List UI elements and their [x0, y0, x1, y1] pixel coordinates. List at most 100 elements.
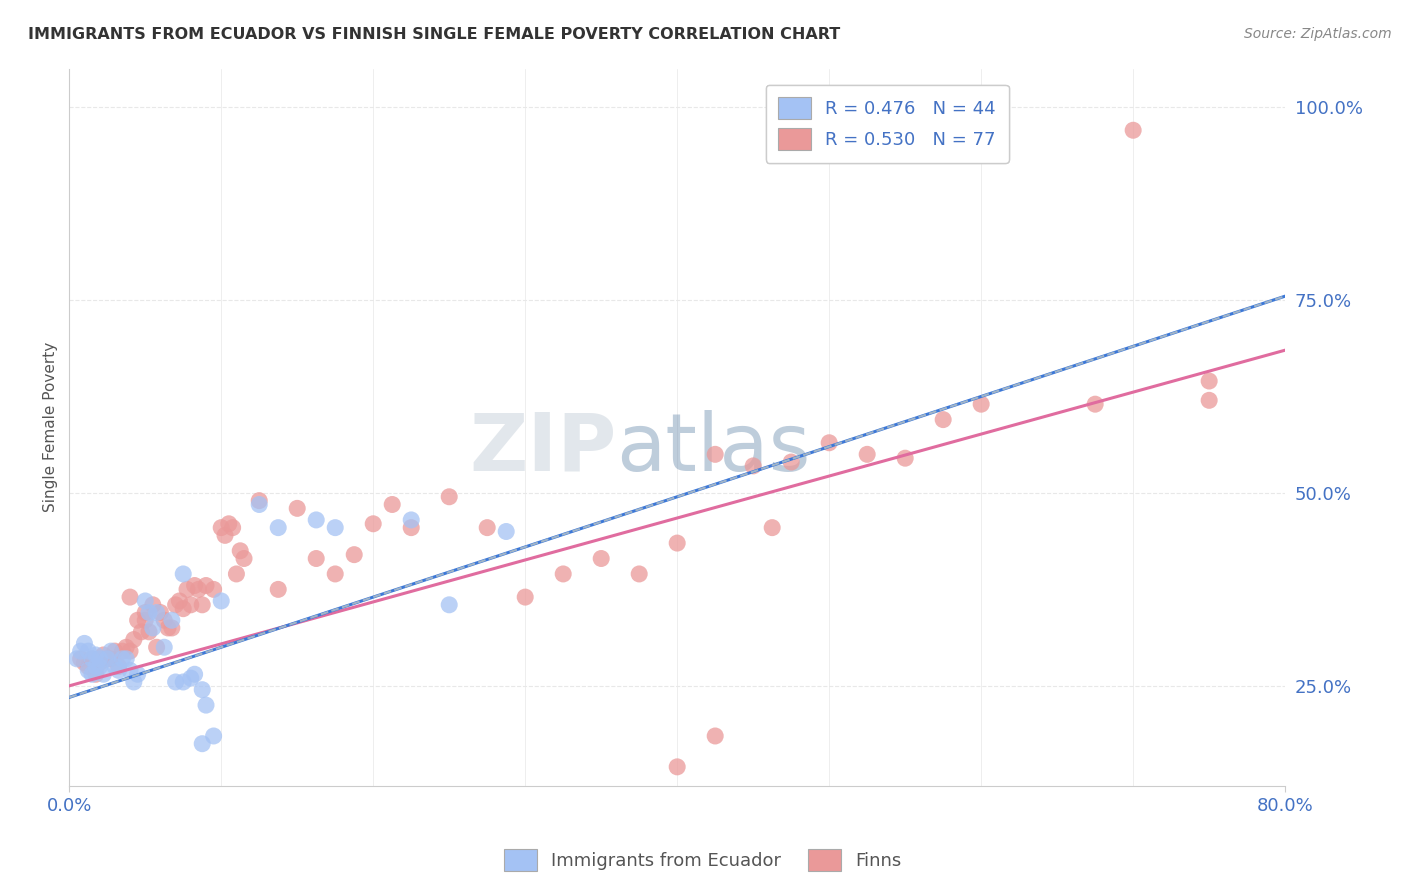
Point	[80, 652, 103, 666]
Point	[153, 613, 176, 627]
Point	[66, 652, 89, 666]
Point	[970, 397, 993, 411]
Point	[221, 521, 243, 535]
Point	[107, 659, 129, 673]
Point	[515, 590, 537, 604]
Point	[285, 501, 308, 516]
Point	[742, 458, 765, 473]
Point	[145, 640, 167, 655]
Point	[343, 548, 366, 562]
Point	[437, 598, 460, 612]
Point	[138, 606, 160, 620]
Point	[1198, 393, 1220, 408]
Point	[77, 644, 100, 658]
Point	[437, 490, 460, 504]
Point	[169, 594, 191, 608]
Point	[780, 455, 803, 469]
Point	[267, 582, 290, 597]
Point	[80, 652, 103, 666]
Point	[381, 498, 404, 512]
Point	[96, 652, 118, 666]
Point	[1084, 397, 1107, 411]
Point	[104, 659, 127, 673]
Y-axis label: Single Female Poverty: Single Female Poverty	[44, 343, 58, 513]
Legend: R = 0.476   N = 44, R = 0.530   N = 77: R = 0.476 N = 44, R = 0.530 N = 77	[766, 85, 1008, 163]
Point	[160, 613, 183, 627]
Point	[495, 524, 517, 539]
Legend: Immigrants from Ecuador, Finns: Immigrants from Ecuador, Finns	[498, 842, 908, 879]
Point	[134, 606, 156, 620]
Point	[100, 644, 122, 658]
Point	[89, 652, 111, 666]
Point	[145, 606, 167, 620]
Point	[628, 566, 651, 581]
Point	[305, 513, 328, 527]
Point	[191, 737, 214, 751]
Point	[138, 624, 160, 639]
Point	[666, 536, 689, 550]
Point	[160, 621, 183, 635]
Text: IMMIGRANTS FROM ECUADOR VS FINNISH SINGLE FEMALE POVERTY CORRELATION CHART: IMMIGRANTS FROM ECUADOR VS FINNISH SINGL…	[28, 27, 841, 42]
Point	[229, 543, 252, 558]
Text: ZIP: ZIP	[470, 409, 616, 488]
Point	[93, 648, 115, 662]
Point	[361, 516, 384, 531]
Point	[761, 521, 783, 535]
Point	[80, 667, 103, 681]
Point	[1122, 123, 1144, 137]
Point	[172, 601, 194, 615]
Point	[202, 582, 225, 597]
Point	[214, 528, 236, 542]
Point	[115, 640, 138, 655]
Point	[100, 652, 122, 666]
Point	[157, 621, 180, 635]
Point	[666, 760, 689, 774]
Point	[477, 521, 499, 535]
Point	[1198, 374, 1220, 388]
Text: atlas: atlas	[616, 409, 811, 488]
Point	[134, 594, 156, 608]
Point	[111, 644, 134, 658]
Point	[180, 671, 202, 685]
Point	[73, 656, 96, 670]
Point	[73, 636, 96, 650]
Point	[165, 675, 187, 690]
Point	[894, 451, 917, 466]
Point	[323, 566, 346, 581]
Point	[134, 613, 156, 627]
Point	[84, 648, 107, 662]
Point	[77, 664, 100, 678]
Point	[84, 667, 107, 681]
Point	[209, 594, 232, 608]
Point	[818, 435, 841, 450]
Point	[77, 659, 100, 673]
Point	[153, 640, 176, 655]
Point	[107, 664, 129, 678]
Point	[305, 551, 328, 566]
Point	[118, 664, 141, 678]
Point	[142, 598, 165, 612]
Point	[187, 582, 209, 597]
Point	[183, 667, 205, 681]
Point	[1388, 501, 1406, 516]
Point	[104, 644, 127, 658]
Point	[180, 598, 202, 612]
Point	[247, 498, 270, 512]
Point	[96, 652, 118, 666]
Point	[856, 447, 879, 461]
Point	[704, 447, 727, 461]
Point	[165, 598, 187, 612]
Point	[195, 698, 218, 712]
Point	[591, 551, 613, 566]
Point	[183, 578, 205, 592]
Point	[127, 613, 149, 627]
Point	[122, 632, 145, 647]
Point	[195, 578, 218, 592]
Point	[247, 493, 270, 508]
Point	[399, 521, 422, 535]
Point	[89, 656, 111, 670]
Point	[115, 652, 138, 666]
Text: Source: ZipAtlas.com: Source: ZipAtlas.com	[1244, 27, 1392, 41]
Point	[202, 729, 225, 743]
Point	[84, 659, 107, 673]
